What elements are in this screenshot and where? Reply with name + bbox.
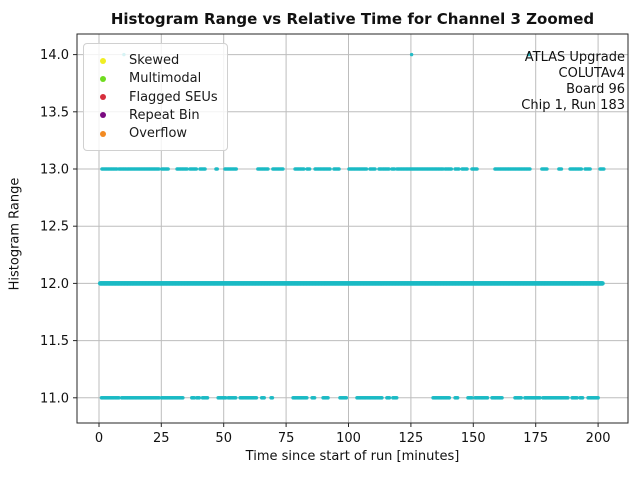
annotation-line: COLUTAv4 <box>558 66 625 81</box>
y-tick-label: 11.0 <box>40 391 69 406</box>
legend-marker-repeat-bin <box>100 112 106 119</box>
x-tick-label: 0 <box>95 431 103 446</box>
annotation-line: ATLAS Upgrade <box>524 50 625 65</box>
x-tick-label: 175 <box>523 431 548 446</box>
legend-label: Flagged SEUs <box>129 89 218 105</box>
x-tick-label: 100 <box>336 431 361 446</box>
legend-marker-skewed <box>100 57 106 64</box>
legend-label: Skewed <box>129 53 180 68</box>
y-tick-label: 14.0 <box>40 48 69 63</box>
legend-item-overflow: Overflow <box>84 126 227 141</box>
y-tick-label: 12.5 <box>40 220 69 235</box>
x-tick-label: 25 <box>153 431 170 446</box>
legend-marker-multimodal <box>100 75 106 82</box>
x-tick-label: 150 <box>461 431 486 446</box>
annotation-line: Chip 1, Run 183 <box>521 98 625 113</box>
tick-marks <box>73 54 599 427</box>
x-axis-label: Time since start of run [minutes] <box>245 449 460 464</box>
legend: Skewed Multimodal Flagged SEUs Repeat Bi… <box>83 43 228 151</box>
legend-label: Overflow <box>129 126 188 141</box>
x-tick-label: 50 <box>215 431 232 446</box>
x-tick-label: 200 <box>586 431 611 446</box>
y-tick-label: 13.5 <box>40 105 69 120</box>
y-tick-label: 11.5 <box>40 334 69 349</box>
legend-item-repeat-bin: Repeat Bin <box>84 108 227 123</box>
x-tick-label: 125 <box>398 431 423 446</box>
data-points <box>97 52 606 400</box>
legend-label: Repeat Bin <box>129 107 200 123</box>
axes-spines <box>76 33 629 424</box>
legend-marker-overflow <box>100 130 106 137</box>
legend-item-flagged-seus: Flagged SEUs <box>84 90 227 105</box>
tick-labels: 0 25 50 75 100 125 150 175 200 14.0 13.5 13.0 12.5 12… <box>40 48 610 446</box>
legend-marker-flagged-seus <box>100 94 106 100</box>
x-tick-label: 75 <box>278 431 295 446</box>
annotation-block: ATLAS Upgrade COLUTAv4 Board 96 Chip 1, … <box>521 50 625 114</box>
legend-label: Multimodal <box>129 71 202 87</box>
y-axis-label: Histogram Range <box>7 177 23 291</box>
y-tick-label: 12.0 <box>40 277 69 292</box>
chart-title: Histogram Range vs Relative Time for Cha… <box>110 10 595 28</box>
y-tick-label: 13.0 <box>40 163 69 178</box>
legend-item-skewed: Skewed <box>84 53 227 68</box>
legend-item-multimodal: Multimodal <box>84 71 227 86</box>
annotation-line: Board 96 <box>566 82 625 97</box>
